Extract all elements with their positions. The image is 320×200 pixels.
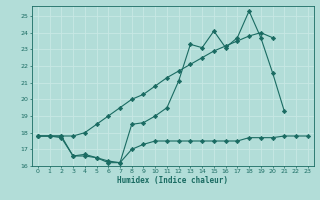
X-axis label: Humidex (Indice chaleur): Humidex (Indice chaleur) bbox=[117, 176, 228, 185]
